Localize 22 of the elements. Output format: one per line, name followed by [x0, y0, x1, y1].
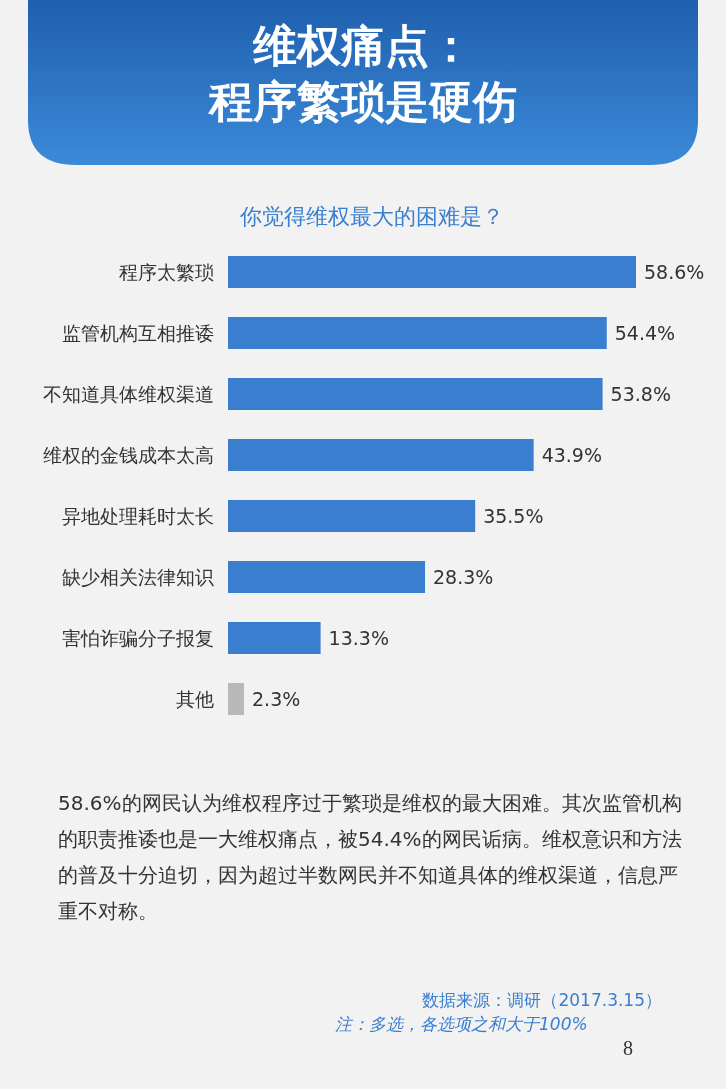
data-label: 28.3% — [433, 566, 494, 588]
text: 注：多选，各选项之和大于100% — [335, 1014, 588, 1034]
source-note: 数据来源：调研（2017.3.15） — [422, 990, 662, 1010]
data-label: 2.3% — [252, 688, 301, 710]
chart-title: 维权痛点：程序繁琐是硬伤 — [207, 19, 518, 129]
data-label: 54.4% — [614, 322, 676, 344]
data-label: 13.3% — [328, 627, 389, 649]
y-tick-label: 监管机构互相推诿 — [62, 322, 214, 344]
chart-subtitle: 你觉得维权最大的困难是？ — [239, 204, 504, 229]
data-label: 43.9% — [541, 444, 603, 466]
y-tick-label: 异地处理耗时太长 — [62, 505, 214, 527]
data-label: 53.8% — [610, 383, 671, 405]
text: 8 — [623, 1037, 633, 1059]
y-tick-label: 程序太繁琐 — [119, 261, 214, 283]
y-tick-label: 维权的金钱成本太高 — [43, 444, 214, 466]
data-label: 35.5% — [483, 505, 544, 527]
y-tick-label: 缺少相关法律知识 — [62, 566, 214, 588]
text: 58.6%的网民认为维权程序过于繁琐是维权的最大困难。其次监管机构的职责推诿也是一大维权痛点，被54.4%的网民诟病。维权意识和方法的普及十分迫切，因为超过半数网民并不知道具体的维权渠道，信息严重不对称。 — [58, 790, 683, 925]
data-label: 58.6% — [644, 261, 705, 283]
y-tick-label: 其他 — [176, 688, 214, 710]
y-tick-label: 不知道具体维权渠道 — [43, 383, 214, 405]
y-tick-label: 害怕诈骗分子报复 — [62, 627, 214, 649]
